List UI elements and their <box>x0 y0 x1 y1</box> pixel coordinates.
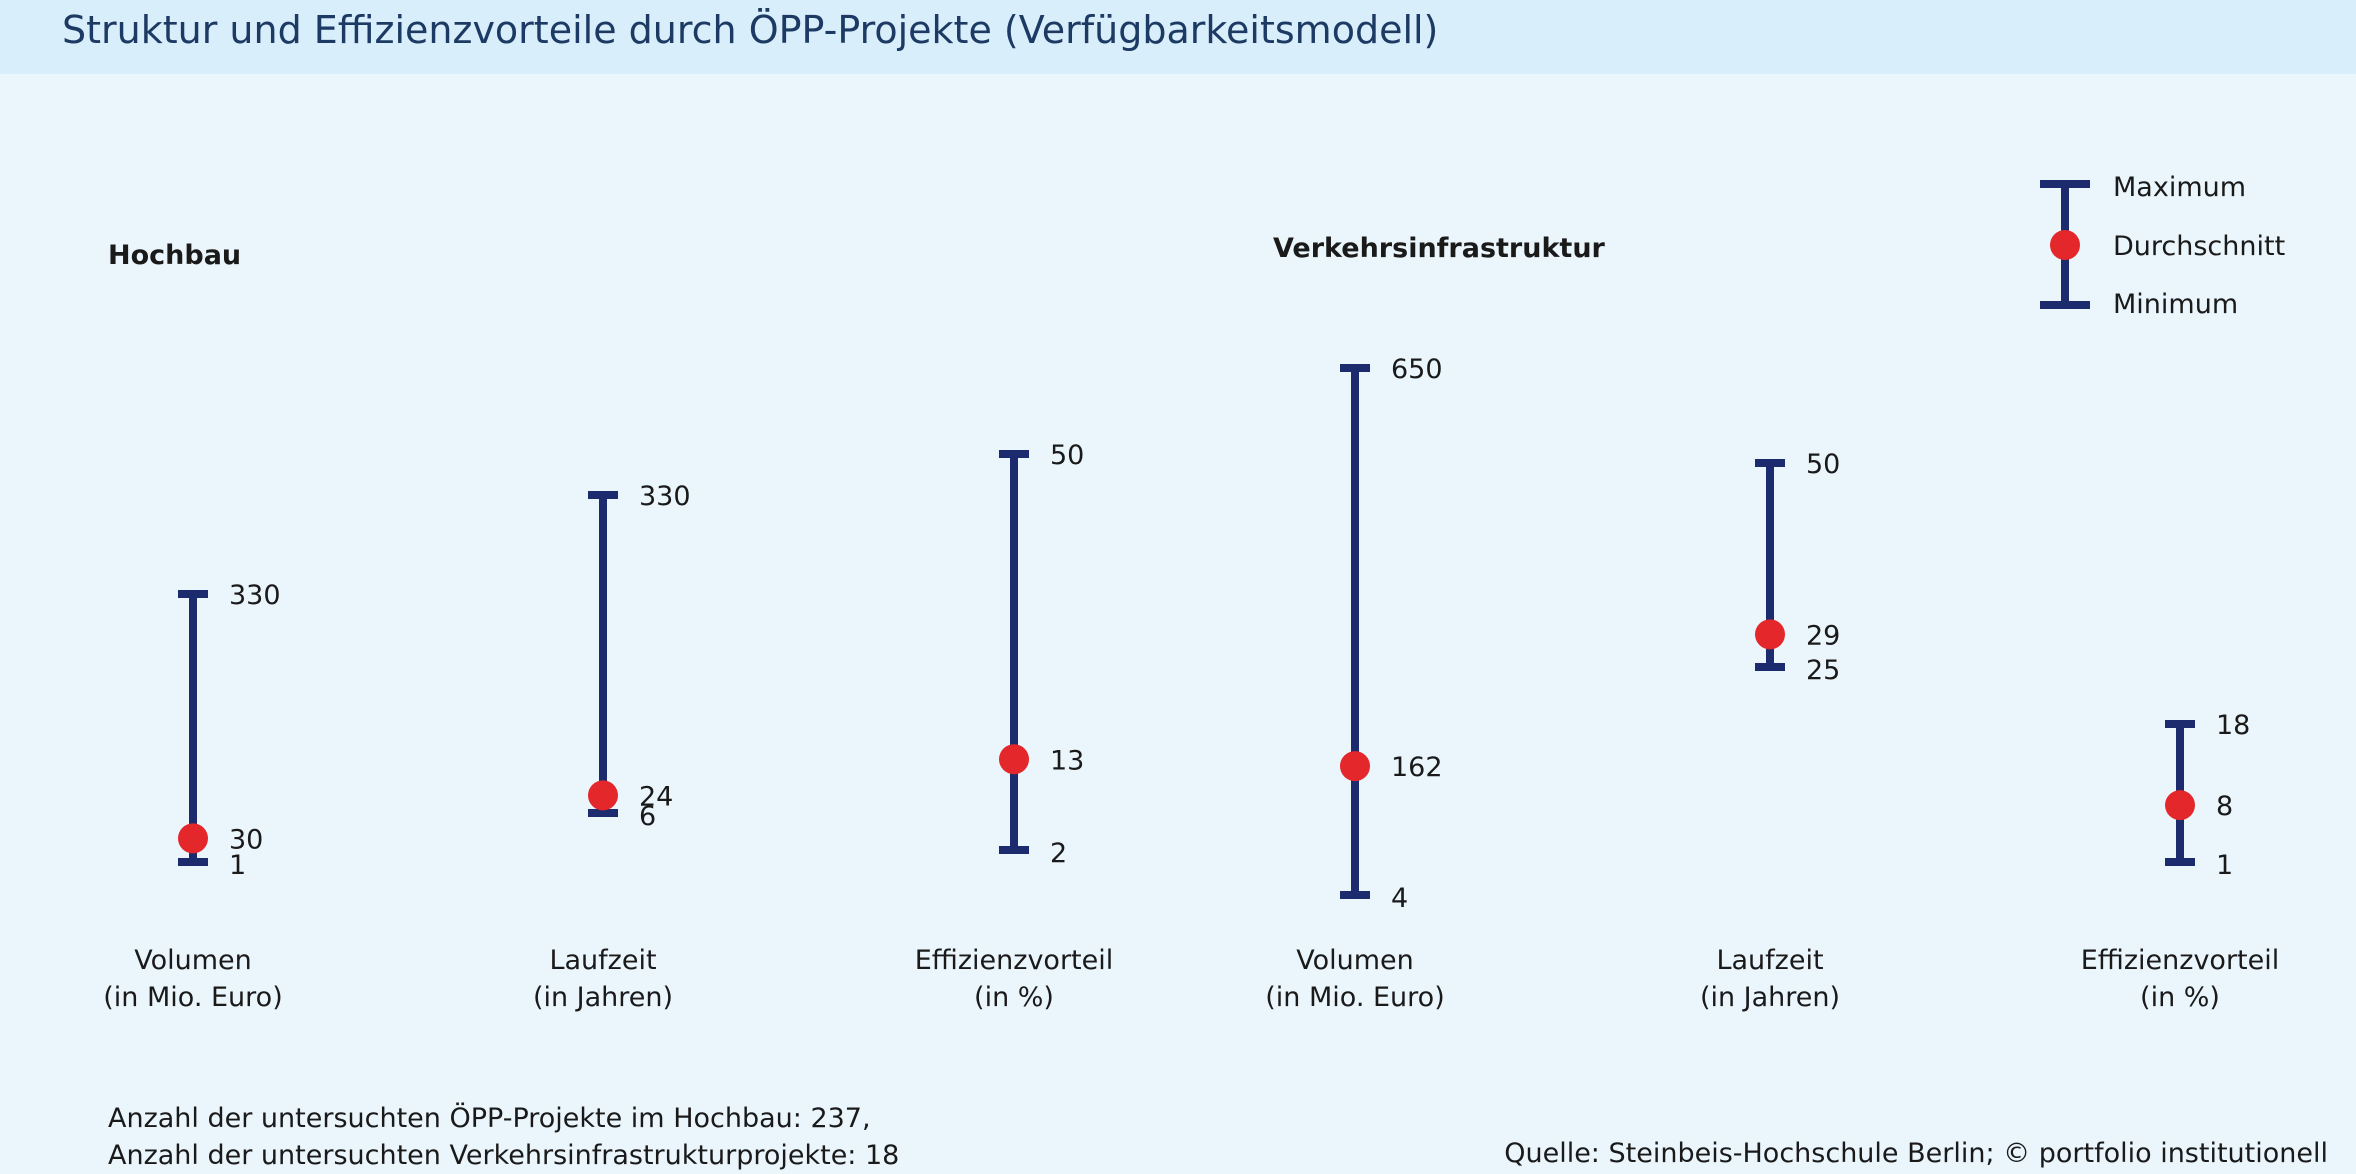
g0-m0-min-label: 1 <box>229 850 246 881</box>
title-bar: Struktur und Effizienzvorteile durch ÖPP… <box>0 0 2356 74</box>
g1-m0-avg-dot <box>1340 751 1370 782</box>
g0-m2-avg-label: 13 <box>1050 745 1084 776</box>
g0-m1-max-label: 330 <box>639 481 691 512</box>
g0-m1-axis-label-line-1: Laufzeit <box>549 945 656 976</box>
g1-m1-axis-label-line-2: (in Jahren) <box>1700 982 1840 1013</box>
g0-m2-axis-label-line-2: (in %) <box>974 982 1054 1013</box>
group-title-hochbau: Hochbau <box>108 240 241 271</box>
g0-m1-avg-label: 24 <box>639 781 673 812</box>
g0-m1-axis-label-line-2: (in Jahren) <box>533 982 673 1013</box>
g1-m0-axis-label-line-2: (in Mio. Euro) <box>1265 982 1444 1013</box>
footer-note: Anzahl der untersuchten ÖPP-Projekte im … <box>108 1100 899 1174</box>
page-title: Struktur und Effizienzvorteile durch ÖPP… <box>62 8 1439 52</box>
g0-m0-axis-label-line-1: Volumen <box>134 945 252 976</box>
g0-m1-min-label: 6 <box>639 801 656 832</box>
g1-m2-avg-label: 8 <box>2216 791 2233 822</box>
g1-m0-avg-label: 162 <box>1391 752 1443 783</box>
g1-m2-avg-dot <box>2165 790 2195 821</box>
g0-m2-axis-label-line-1: Effizienzvorteil <box>915 945 1114 976</box>
group-title-verkehrsinfrastruktur: Verkehrsinfrastruktur <box>1273 233 1606 264</box>
footer-note-line-1: Anzahl der untersuchten ÖPP-Projekte im … <box>108 1103 871 1134</box>
g1-m2-axis-label-line-2: (in %) <box>2140 982 2220 1013</box>
g0-m0-axis-label-line-2: (in Mio. Euro) <box>103 982 282 1013</box>
g1-m1-avg-label: 29 <box>1806 620 1840 651</box>
g1-m0-max-label: 650 <box>1391 354 1443 385</box>
g0-m2-max-label: 50 <box>1050 440 1084 471</box>
g1-m2-max-label: 18 <box>2216 710 2250 741</box>
g1-m0-min-label: 4 <box>1391 883 1408 914</box>
g1-m1-min-label: 25 <box>1806 655 1840 686</box>
g0-m0-avg-label: 30 <box>229 824 263 855</box>
g0-m1-avg-dot <box>588 780 618 811</box>
g1-m1-max-label: 50 <box>1806 449 1840 480</box>
source-credit: Quelle: Steinbeis-Hochschule Berlin; © p… <box>1504 1138 2328 1169</box>
g0-m2-min-label: 2 <box>1050 838 1067 869</box>
legend-avg-label: Durchschnitt <box>2113 231 2285 262</box>
legend-min-label: Minimum <box>2113 289 2238 320</box>
g1-m1-avg-dot <box>1755 619 1785 650</box>
legend-max-label: Maximum <box>2113 172 2246 203</box>
g1-m2-min-label: 1 <box>2216 850 2233 881</box>
g1-m0-axis-label-line-1: Volumen <box>1296 945 1414 976</box>
g1-m2-axis-label-line-1: Effizienzvorteil <box>2081 945 2280 976</box>
g1-m1-axis-label-line-1: Laufzeit <box>1716 945 1823 976</box>
g0-m0-avg-dot <box>178 823 208 854</box>
g0-m0-max-label: 330 <box>229 580 281 611</box>
legend-avg-dot <box>2050 230 2080 260</box>
g0-m2-avg-dot <box>999 744 1029 775</box>
footer-note-line-2: Anzahl der untersuchten Verkehrsinfrastr… <box>108 1140 900 1171</box>
